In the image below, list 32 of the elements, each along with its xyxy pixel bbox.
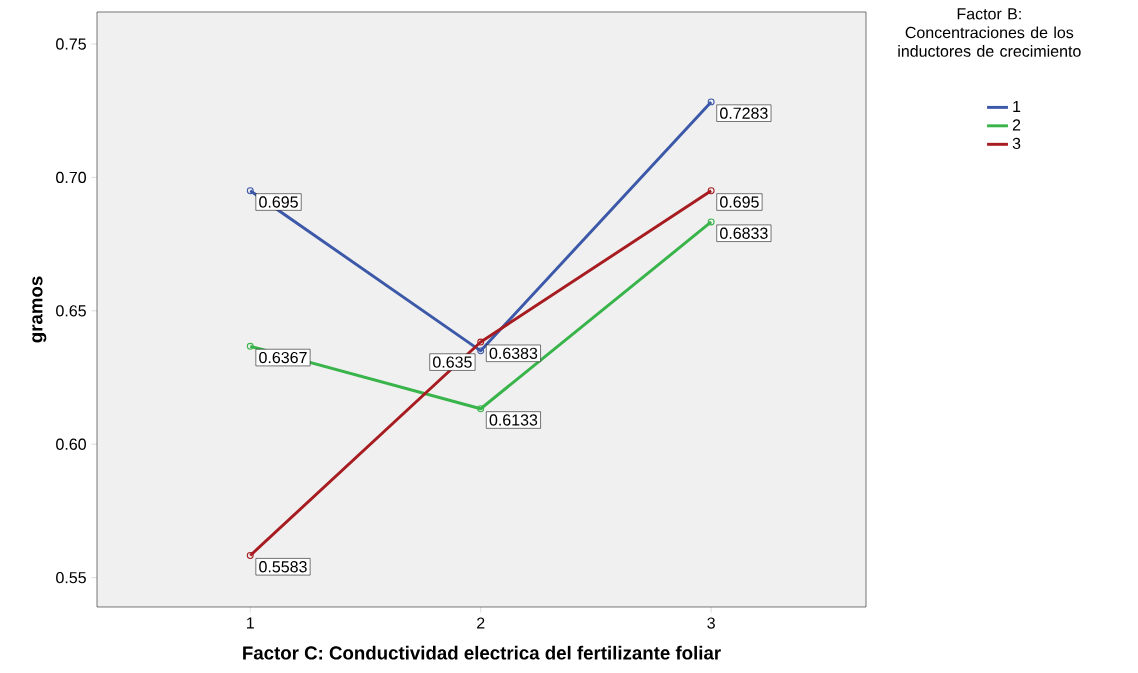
point xyxy=(477,405,485,413)
legend-label: 2 xyxy=(1012,119,1021,131)
point xyxy=(707,218,715,226)
y-tick-label: 0.55 xyxy=(56,571,86,584)
point xyxy=(477,347,485,355)
y-tick-label: 0.65 xyxy=(56,305,86,317)
data-label: 0.5583 xyxy=(259,561,307,573)
x-tick-label: 3 xyxy=(707,617,715,629)
point xyxy=(246,342,254,350)
data-label: 0.6383 xyxy=(489,347,538,359)
data-label: 0.7283 xyxy=(720,107,768,119)
y-tick-label: 0.70 xyxy=(56,171,86,184)
data-label: 0.6833 xyxy=(720,227,768,239)
data-label: 0.695 xyxy=(720,196,759,208)
data-label: 0.695 xyxy=(259,196,298,208)
y-tick-label: 0.60 xyxy=(56,438,86,450)
point xyxy=(246,187,254,195)
legend-title: Factor B: Concentraciones de los inductores de crecimiento xyxy=(898,8,1081,57)
point xyxy=(707,98,715,106)
legend-label: 3 xyxy=(1012,137,1021,150)
y-tick-label: 0.75 xyxy=(56,38,86,50)
point xyxy=(246,552,254,559)
y-axis-title: gramos xyxy=(32,276,47,343)
x-axis-title: Factor C: Conductividad electrica del fertilizante foliar xyxy=(243,645,721,660)
point xyxy=(707,187,715,195)
data-label: 0.6133 xyxy=(489,414,538,426)
data-label: 0.635 xyxy=(433,356,472,368)
point xyxy=(477,338,485,346)
data-label: 0.6367 xyxy=(259,351,307,364)
legend-label: 1 xyxy=(1013,100,1021,112)
x-tick-label: 1 xyxy=(247,617,254,629)
x-tick-label: 2 xyxy=(477,617,485,629)
